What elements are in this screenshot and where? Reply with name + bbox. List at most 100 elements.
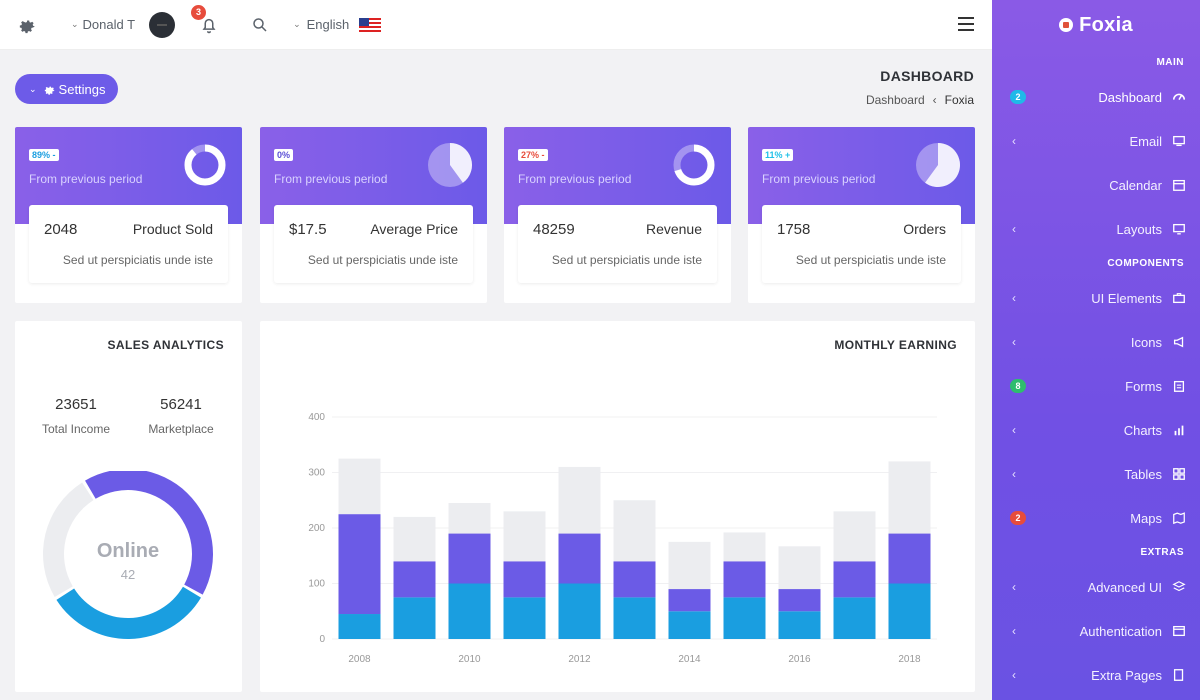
settings-button[interactable]: ⌄ Settings (15, 74, 118, 104)
stat-subtitle: From previous period (29, 172, 143, 186)
x-tick-label: 2010 (458, 654, 481, 665)
stat-name: Revenue (645, 221, 702, 237)
bar-segment-series-2[interactable] (393, 561, 436, 598)
notifications-button[interactable]: 3 (191, 4, 219, 35)
y-tick-label: 400 (308, 412, 325, 423)
bar-segment-series-2[interactable] (888, 533, 931, 584)
bar-segment-series-2[interactable] (338, 514, 381, 615)
sidebar-item-tables[interactable]: ‹ Tables (992, 452, 1200, 496)
bar-segment-series-3[interactable] (393, 516, 436, 562)
logo-icon (1059, 18, 1074, 32)
bar-segment-series-3[interactable] (668, 541, 711, 590)
bar-segment-series-2[interactable] (668, 589, 711, 612)
bar-segment-series-1[interactable] (888, 583, 931, 640)
sidebar-item-maps[interactable]: 2 Maps (992, 496, 1200, 540)
chevron-left-icon: ‹ (1012, 668, 1016, 682)
sidebar-item-label: Email (1129, 133, 1162, 149)
y-tick-label: 300 (308, 468, 325, 479)
bell-icon (202, 18, 216, 33)
sidebar-item-label: Authentication (1079, 623, 1162, 639)
brand-logo[interactable]: Foxia (992, 0, 1200, 50)
bar-segment-series-1[interactable] (833, 597, 876, 639)
donut-center-value: 42 (121, 567, 135, 582)
notification-badge: 3 (191, 4, 207, 20)
menu-toggle-button[interactable] (958, 17, 974, 31)
sidebar-item-icons[interactable]: ‹ Icons (992, 320, 1200, 364)
stat-description: Sed ut perspiciatis unde iste (62, 253, 213, 267)
bar-segment-series-3[interactable] (558, 466, 601, 534)
sidebar-item-authentication[interactable]: ‹ Authentication (992, 609, 1200, 653)
sidebar-item-email[interactable]: ‹ Email (992, 119, 1200, 163)
sidebar-item-label: Charts (1123, 422, 1162, 438)
bar-segment-series-2[interactable] (833, 561, 876, 598)
avatar[interactable] (149, 11, 176, 38)
breadcrumb-item-dashboard[interactable]: Dashboard (865, 93, 925, 107)
bar-segment-series-1[interactable] (393, 597, 436, 639)
bar-segment-series-3[interactable] (778, 546, 821, 590)
settings-label: Settings (58, 81, 106, 97)
bar-segment-series-3[interactable] (888, 461, 931, 534)
sidebar-item-ui-elements[interactable]: ‹ UI Elements (992, 276, 1200, 320)
sidebar-item-label: Icons (1130, 334, 1162, 350)
x-tick-label: 2008 (348, 654, 371, 665)
bar-segment-series-3[interactable] (338, 458, 381, 515)
chevron-down-icon: ⌄ (29, 83, 37, 94)
bar-segment-series-3[interactable] (448, 503, 491, 534)
sidebar-item-dashboard[interactable]: 2 Dashboard (992, 75, 1200, 119)
stat-card-body: 1758 Orders Sed ut perspiciatis unde ist… (762, 205, 961, 283)
pages-icon (1173, 669, 1184, 681)
bar-segment-series-1[interactable] (723, 597, 766, 639)
bar-segment-series-2[interactable] (613, 561, 656, 598)
settings-gear-button[interactable] (16, 0, 37, 50)
sidebar-section-title: MAIN (1156, 57, 1184, 68)
user-name: Donald T (82, 17, 136, 32)
bar-segment-series-3[interactable] (503, 511, 546, 562)
chevron-left-icon: ‹ (1012, 423, 1016, 437)
bar-segment-series-1[interactable] (558, 583, 601, 640)
inbox-icon (1173, 135, 1185, 147)
bar-segment-series-3[interactable] (833, 511, 876, 562)
bar-segment-series-1[interactable] (448, 583, 491, 640)
stat-name: Product Sold (132, 221, 213, 237)
bar-segment-series-1[interactable] (338, 614, 381, 639)
bar-segment-series-1[interactable] (503, 597, 546, 639)
sales-donut-chart: Online 42 (43, 471, 213, 639)
bar-segment-series-1[interactable] (613, 597, 656, 639)
metric-label: Marketplace (148, 422, 214, 436)
sidebar-item-forms[interactable]: 8 Forms (992, 364, 1200, 408)
stat-value: 48259 (533, 221, 575, 238)
stat-donut-icon (184, 144, 226, 186)
search-button[interactable] (251, 16, 269, 34)
bar-segment-series-3[interactable] (613, 500, 656, 562)
user-menu[interactable]: ⌄ Donald T (71, 0, 135, 50)
stat-value: $17.5 (289, 221, 327, 238)
language-selector[interactable]: ⌄ English (293, 0, 382, 50)
bar-segment-series-2[interactable] (448, 533, 491, 584)
donut-segment[interactable] (85, 471, 213, 595)
stat-pie-icon (916, 143, 960, 187)
bar-segment-series-1[interactable] (668, 611, 711, 639)
sidebar-item-extra-pages[interactable]: ‹ Extra Pages (992, 653, 1200, 697)
bar-segment-series-2[interactable] (778, 589, 821, 612)
bar-segment-series-1[interactable] (778, 611, 821, 639)
sidebar-item-calendar[interactable]: Calendar (992, 163, 1200, 207)
sidebar-item-advanced-ui[interactable]: ‹ Advanced UI (992, 565, 1200, 609)
bar-segment-series-2[interactable] (558, 533, 601, 584)
stat-subtitle: From previous period (518, 172, 632, 186)
map-icon (1173, 512, 1185, 525)
search-icon (253, 17, 267, 32)
x-tick-label: 2014 (678, 654, 701, 665)
bar-segment-series-3[interactable] (723, 532, 766, 562)
donut-segment[interactable] (43, 482, 94, 597)
donut-segment[interactable] (56, 586, 201, 639)
bar-segment-series-2[interactable] (723, 561, 766, 598)
sidebar-item-layouts[interactable]: ‹ Layouts (992, 207, 1200, 251)
sidebar-item-label: Advanced UI (1087, 579, 1162, 595)
sales-analytics-panel: SALES ANALYTICS 23651 Total Income 56241… (15, 321, 242, 692)
y-tick-label: 100 (308, 579, 325, 590)
monitor-icon (1173, 223, 1185, 235)
sidebar-item-charts[interactable]: ‹ Charts (992, 408, 1200, 452)
bar-segment-series-2[interactable] (503, 561, 546, 598)
y-tick-label: 0 (319, 634, 325, 645)
language-label: English (306, 17, 350, 32)
